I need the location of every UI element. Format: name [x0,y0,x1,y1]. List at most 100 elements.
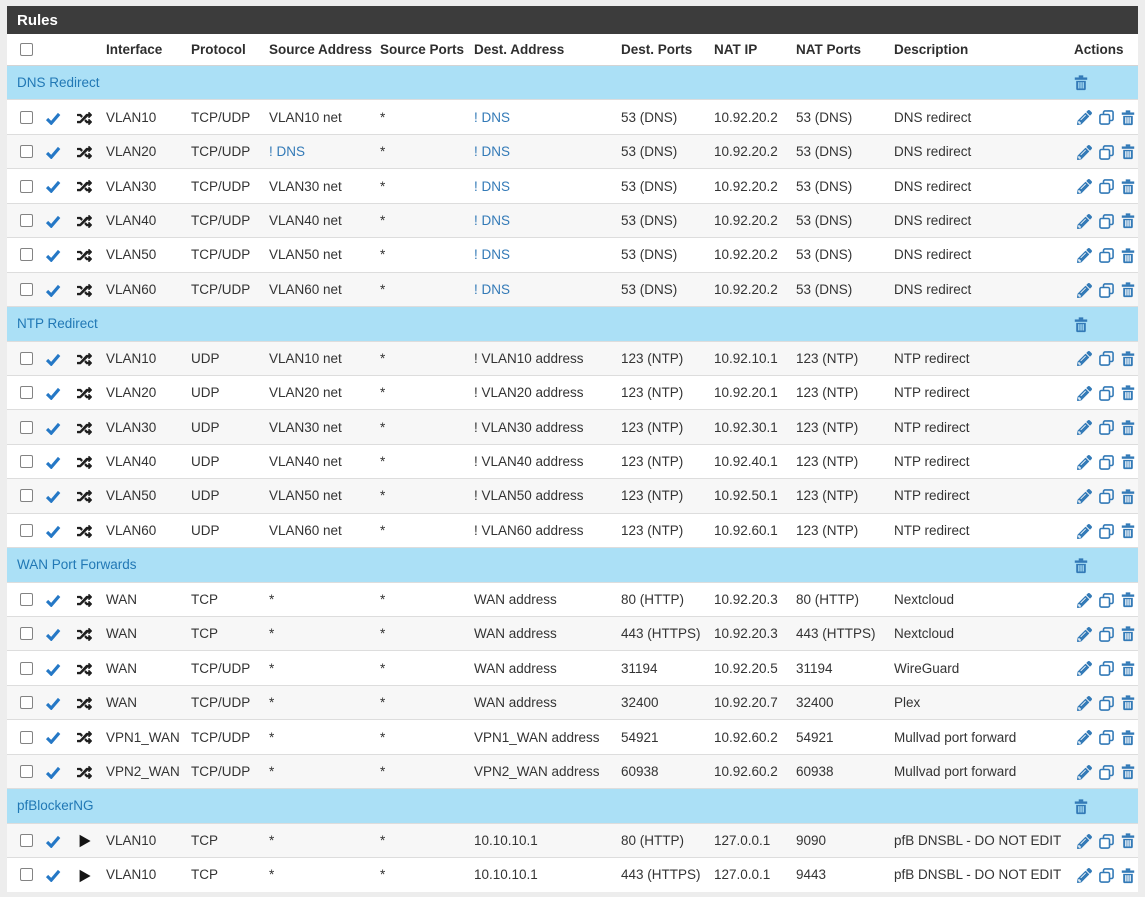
row-checkbox[interactable] [20,248,33,262]
copy-icon[interactable] [1098,833,1114,849]
row-checkbox[interactable] [20,351,33,365]
edit-icon[interactable] [1077,385,1092,401]
edit-icon[interactable] [1077,454,1092,470]
row-checkbox[interactable] [20,696,33,710]
row-checkbox[interactable] [20,730,33,744]
check-icon[interactable] [45,594,61,608]
check-icon[interactable] [45,249,61,263]
copy-icon[interactable] [1098,454,1114,470]
cell-dest-address[interactable]: ! DNS [474,212,511,228]
copy-icon[interactable] [1098,764,1114,780]
row-checkbox[interactable] [20,213,33,227]
delete-icon[interactable] [1121,248,1135,264]
copy-icon[interactable] [1098,523,1114,539]
row-checkbox[interactable] [20,145,33,159]
check-icon[interactable] [45,628,61,642]
row-checkbox[interactable] [20,455,33,469]
row-checkbox[interactable] [20,179,33,193]
delete-icon[interactable] [1121,385,1135,401]
row-checkbox[interactable] [20,661,33,675]
copy-icon[interactable] [1098,110,1114,126]
check-icon[interactable] [45,284,61,298]
delete-icon[interactable] [1121,454,1135,470]
delete-icon[interactable] [1121,523,1135,539]
cell-dest-address[interactable]: ! DNS [474,109,511,125]
edit-icon[interactable] [1077,730,1092,746]
edit-icon[interactable] [1077,351,1092,367]
copy-icon[interactable] [1098,248,1114,263]
row-checkbox[interactable] [20,592,33,606]
check-icon[interactable] [45,422,61,435]
check-icon[interactable] [45,766,61,780]
copy-icon[interactable] [1098,282,1114,298]
edit-icon[interactable] [1077,661,1092,677]
row-checkbox[interactable] [20,489,33,503]
check-icon[interactable] [45,387,61,401]
section-delete-icon[interactable] [1074,799,1088,815]
check-icon[interactable] [45,731,61,745]
edit-icon[interactable] [1077,626,1092,642]
delete-icon[interactable] [1121,213,1135,229]
delete-icon[interactable] [1121,661,1135,677]
copy-icon[interactable] [1098,730,1114,746]
edit-icon[interactable] [1077,523,1092,539]
edit-icon[interactable] [1077,213,1092,229]
delete-icon[interactable] [1121,764,1135,780]
cell-dest-address[interactable]: ! DNS [474,144,511,160]
edit-icon[interactable] [1077,695,1092,711]
row-checkbox[interactable] [20,110,33,124]
cell-dest-address[interactable]: ! DNS [474,178,511,194]
copy-icon[interactable] [1098,627,1114,642]
select-all-checkbox[interactable] [20,43,33,56]
copy-icon[interactable] [1098,144,1114,160]
edit-icon[interactable] [1077,144,1092,160]
section-delete-icon[interactable] [1074,557,1088,574]
section-delete-icon[interactable] [1074,75,1088,91]
delete-icon[interactable] [1121,420,1135,436]
edit-icon[interactable] [1077,110,1092,126]
copy-icon[interactable] [1098,351,1114,367]
copy-icon[interactable] [1098,420,1114,436]
row-checkbox[interactable] [20,868,33,882]
copy-icon[interactable] [1098,489,1114,505]
edit-icon[interactable] [1077,179,1092,195]
check-icon[interactable] [45,490,61,504]
check-icon[interactable] [45,663,61,677]
cell-dest-address[interactable]: ! DNS [474,247,511,263]
edit-icon[interactable] [1077,764,1092,780]
row-checkbox[interactable] [20,420,33,434]
cell-source-address[interactable]: ! DNS [269,144,306,160]
edit-icon[interactable] [1077,248,1092,264]
edit-icon[interactable] [1077,868,1092,884]
delete-icon[interactable] [1121,867,1135,884]
check-icon[interactable] [45,835,61,849]
delete-icon[interactable] [1121,833,1135,849]
check-icon[interactable] [45,146,61,160]
copy-icon[interactable] [1098,695,1114,711]
edit-icon[interactable] [1077,420,1092,436]
check-icon[interactable] [45,112,61,126]
copy-icon[interactable] [1098,592,1114,608]
check-icon[interactable] [45,869,61,883]
delete-icon[interactable] [1121,110,1135,126]
copy-icon[interactable] [1098,386,1114,401]
cell-dest-address[interactable]: ! DNS [474,281,511,297]
copy-icon[interactable] [1098,868,1114,883]
check-icon[interactable] [45,353,61,367]
delete-icon[interactable] [1121,730,1135,746]
delete-icon[interactable] [1121,179,1135,195]
row-checkbox[interactable] [20,386,33,400]
row-checkbox[interactable] [20,627,33,641]
edit-icon[interactable] [1077,282,1092,298]
check-icon[interactable] [45,180,61,194]
delete-icon[interactable] [1121,282,1135,298]
check-icon[interactable] [45,456,61,470]
delete-icon[interactable] [1121,351,1135,367]
row-checkbox[interactable] [20,282,33,296]
row-checkbox[interactable] [20,833,33,847]
check-icon[interactable] [45,215,61,229]
delete-icon[interactable] [1121,489,1135,505]
check-icon[interactable] [45,697,61,711]
delete-icon[interactable] [1121,626,1135,642]
edit-icon[interactable] [1077,489,1092,505]
